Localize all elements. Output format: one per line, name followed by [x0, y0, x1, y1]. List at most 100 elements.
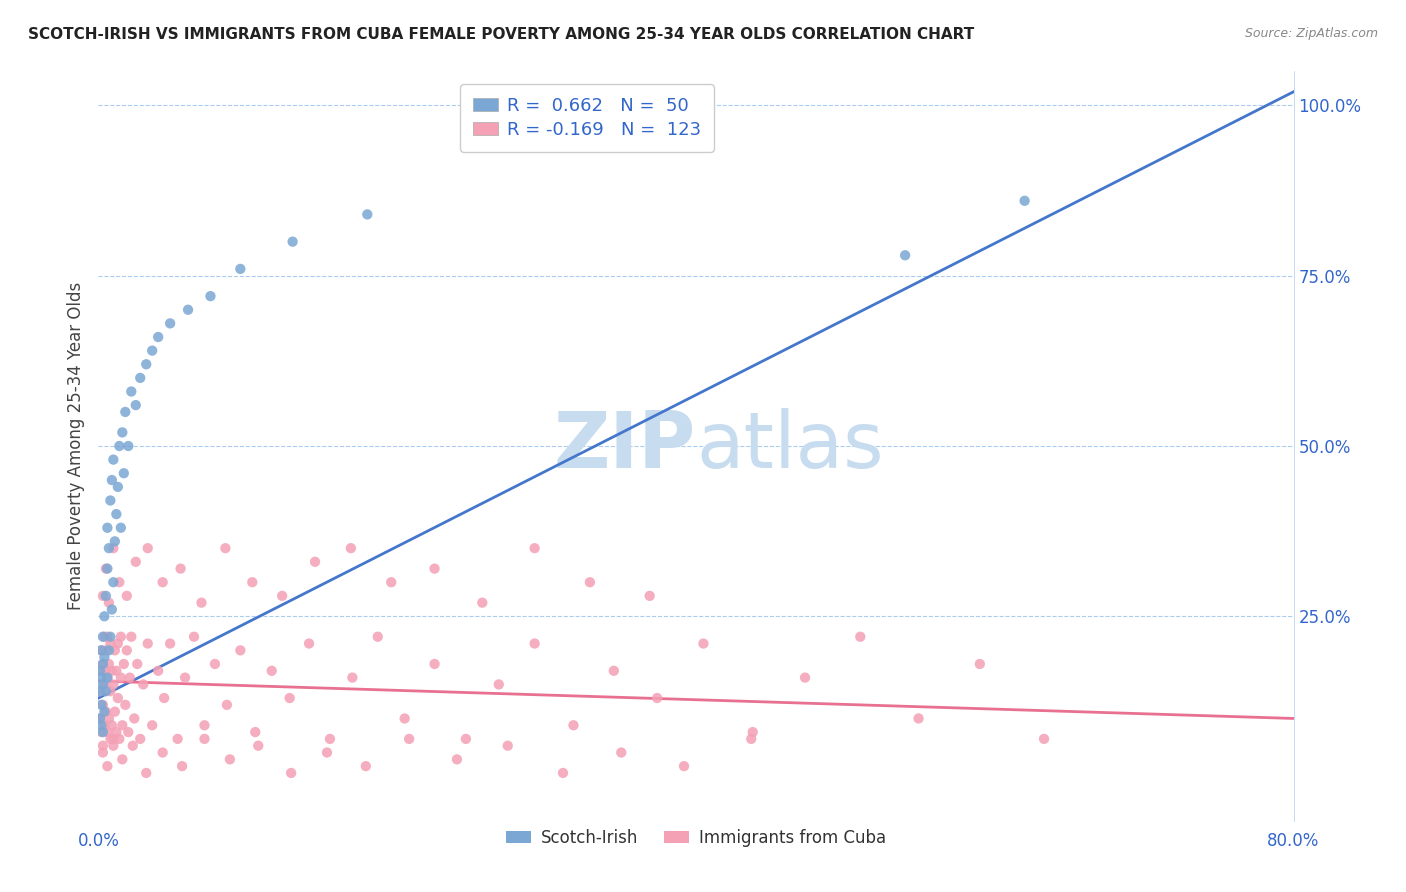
Point [148, 330, 170, 344]
Point [603, 664, 626, 678]
Point [104, 705, 127, 719]
Point [90, 671, 112, 685]
Point [90, 725, 112, 739]
Point [673, 759, 696, 773]
Point [115, 643, 138, 657]
Point [741, 725, 763, 739]
Point [121, 739, 143, 753]
Point [101, 473, 124, 487]
Point [96, 759, 118, 773]
Y-axis label: Female Poverty Among 25-34 Year Olds: Female Poverty Among 25-34 Year Olds [66, 282, 84, 610]
Point [159, 317, 181, 331]
Point [523, 636, 546, 650]
Point [281, 235, 304, 249]
Point [907, 711, 929, 725]
Point [91, 725, 114, 739]
Point [111, 718, 134, 732]
Point [111, 425, 134, 440]
Point [638, 589, 661, 603]
Point [120, 384, 142, 399]
Point [94, 705, 117, 719]
Point [342, 671, 364, 685]
Text: ZIP: ZIP [554, 408, 696, 484]
Point [120, 630, 142, 644]
Point [247, 739, 270, 753]
Point [183, 630, 205, 644]
Text: atlas: atlas [696, 408, 883, 484]
Point [89, 684, 111, 698]
Point [215, 698, 238, 712]
Point [105, 725, 128, 739]
Point [127, 657, 149, 671]
Point [90, 643, 112, 657]
Point [103, 452, 125, 467]
Point [91, 739, 114, 753]
Point [89, 711, 111, 725]
Point [91, 698, 114, 712]
Point [112, 657, 135, 671]
Point [278, 691, 301, 706]
Point [91, 589, 114, 603]
Point [423, 657, 446, 671]
Point [96, 725, 118, 739]
Point [98, 636, 122, 650]
Point [108, 731, 131, 746]
Point [152, 746, 174, 760]
Point [101, 664, 124, 678]
Point [107, 691, 129, 706]
Point [280, 766, 302, 780]
Point [103, 731, 125, 746]
Point [488, 677, 510, 691]
Point [98, 684, 122, 698]
Point [423, 561, 446, 575]
Point [110, 630, 132, 644]
Point [91, 657, 114, 671]
Point [135, 766, 157, 780]
Point [112, 467, 135, 481]
Point [245, 725, 267, 739]
Point [101, 602, 124, 616]
Point [107, 480, 129, 494]
Point [97, 657, 120, 671]
Point [93, 718, 115, 732]
Point [111, 752, 134, 766]
Point [1033, 731, 1056, 746]
Point [849, 630, 872, 644]
Point [96, 630, 118, 644]
Point [240, 575, 263, 590]
Point [340, 541, 363, 556]
Point [101, 718, 124, 732]
Point [174, 671, 197, 685]
Point [125, 555, 148, 569]
Point [169, 561, 191, 575]
Point [93, 609, 115, 624]
Point [114, 405, 136, 419]
Text: SCOTCH-IRISH VS IMMIGRANTS FROM CUBA FEMALE POVERTY AMONG 25-34 YEAR OLDS CORREL: SCOTCH-IRISH VS IMMIGRANTS FROM CUBA FEM… [28, 27, 974, 42]
Point [93, 705, 115, 719]
Point [94, 684, 117, 698]
Point [89, 711, 111, 725]
Point [260, 664, 283, 678]
Point [96, 671, 118, 685]
Point [579, 575, 602, 590]
Point [103, 575, 125, 590]
Point [110, 671, 132, 685]
Point [136, 636, 159, 650]
Point [159, 636, 181, 650]
Point [152, 575, 174, 590]
Point [394, 711, 416, 725]
Point [794, 671, 817, 685]
Point [446, 752, 468, 766]
Point [129, 371, 152, 385]
Point [172, 759, 194, 773]
Point [229, 643, 252, 657]
Point [740, 731, 762, 746]
Point [471, 596, 494, 610]
Point [117, 725, 139, 739]
Point [94, 589, 117, 603]
Point [136, 541, 159, 556]
Point [97, 643, 120, 657]
Point [204, 657, 226, 671]
Point [93, 630, 115, 644]
Point [692, 636, 714, 650]
